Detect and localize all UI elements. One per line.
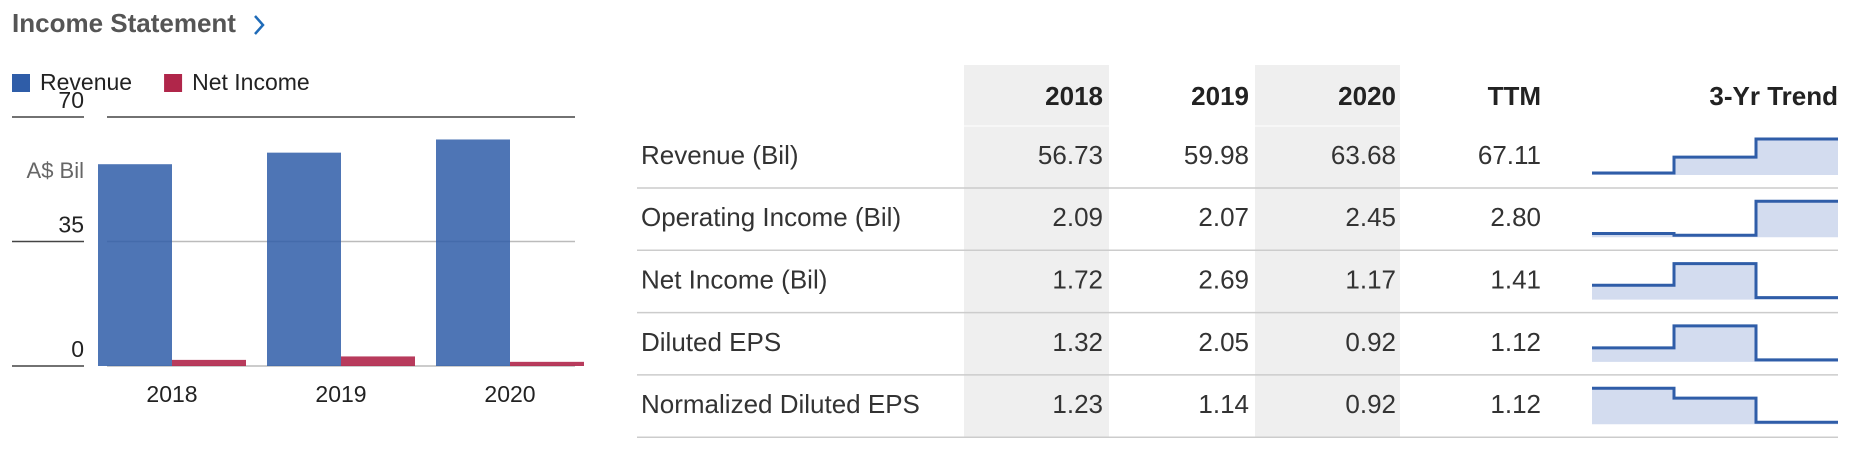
cell-value: 2.80	[1490, 202, 1541, 232]
row-label: Revenue (Bil)	[641, 140, 799, 170]
column-header: 2020	[1338, 81, 1396, 111]
y-tick-label: 70	[58, 87, 84, 113]
cell-value: 1.12	[1490, 389, 1541, 419]
column-header: 3-Yr Trend	[1709, 81, 1838, 111]
cell-value: 1.41	[1490, 264, 1541, 294]
cell-value: 0.92	[1345, 389, 1396, 419]
cell-value: 2.05	[1198, 327, 1249, 357]
cell-value: 67.11	[1478, 140, 1541, 170]
row-label: Diluted EPS	[641, 327, 781, 357]
x-tick-label: 2019	[315, 381, 366, 407]
cell-value: 63.68	[1331, 140, 1396, 170]
legend-swatch	[12, 74, 30, 92]
bar	[98, 164, 172, 366]
row-label: Net Income (Bil)	[641, 264, 827, 294]
column-header: 2019	[1191, 81, 1249, 111]
cell-value: 1.17	[1345, 264, 1396, 294]
column-header: TTM	[1488, 81, 1541, 111]
cell-value: 2.45	[1345, 202, 1396, 232]
trend-line	[1592, 262, 1838, 300]
bar	[436, 139, 510, 366]
x-tick-label: 2020	[484, 381, 535, 407]
trend-area	[1592, 388, 1838, 425]
legend-label: Revenue	[40, 69, 132, 95]
legend-swatch	[164, 74, 183, 92]
cell-value: 2.09	[1052, 202, 1103, 232]
trend-area	[1592, 263, 1838, 300]
trend-area	[1592, 325, 1838, 362]
cell-value: 1.32	[1052, 327, 1103, 357]
bar	[341, 356, 415, 366]
cell-value: 0.92	[1345, 327, 1396, 357]
trend-line	[1592, 386, 1838, 424]
trend-line	[1592, 137, 1838, 175]
y-tick-label: 35	[58, 212, 84, 238]
row-label: Operating Income (Bil)	[641, 202, 901, 232]
trend-area	[1592, 201, 1838, 238]
trend-area	[1592, 139, 1838, 175]
cell-value: 1.14	[1198, 389, 1249, 419]
cell-value: 56.73	[1038, 140, 1103, 170]
y-tick-label: 0	[71, 336, 84, 362]
trend-line	[1592, 324, 1838, 362]
chevron[interactable]	[254, 15, 265, 35]
cell-value: 1.23	[1052, 389, 1103, 419]
cell-value: 1.72	[1052, 264, 1103, 294]
x-tick-label: 2018	[146, 381, 197, 407]
y-axis-label: A$ Bil	[27, 158, 84, 183]
bar	[267, 152, 341, 366]
bar	[510, 361, 584, 366]
cell-value: 59.98	[1184, 140, 1249, 170]
cell-value: 1.12	[1490, 327, 1541, 357]
column-header: 2018	[1045, 81, 1103, 111]
legend-label: Net Income	[192, 69, 310, 95]
trend-line	[1592, 199, 1838, 237]
cell-value: 2.69	[1198, 264, 1249, 294]
bar	[172, 359, 246, 366]
section-title[interactable]: Income Statement	[12, 8, 236, 38]
row-label: Normalized Diluted EPS	[641, 389, 920, 419]
cell-value: 2.07	[1198, 202, 1249, 232]
